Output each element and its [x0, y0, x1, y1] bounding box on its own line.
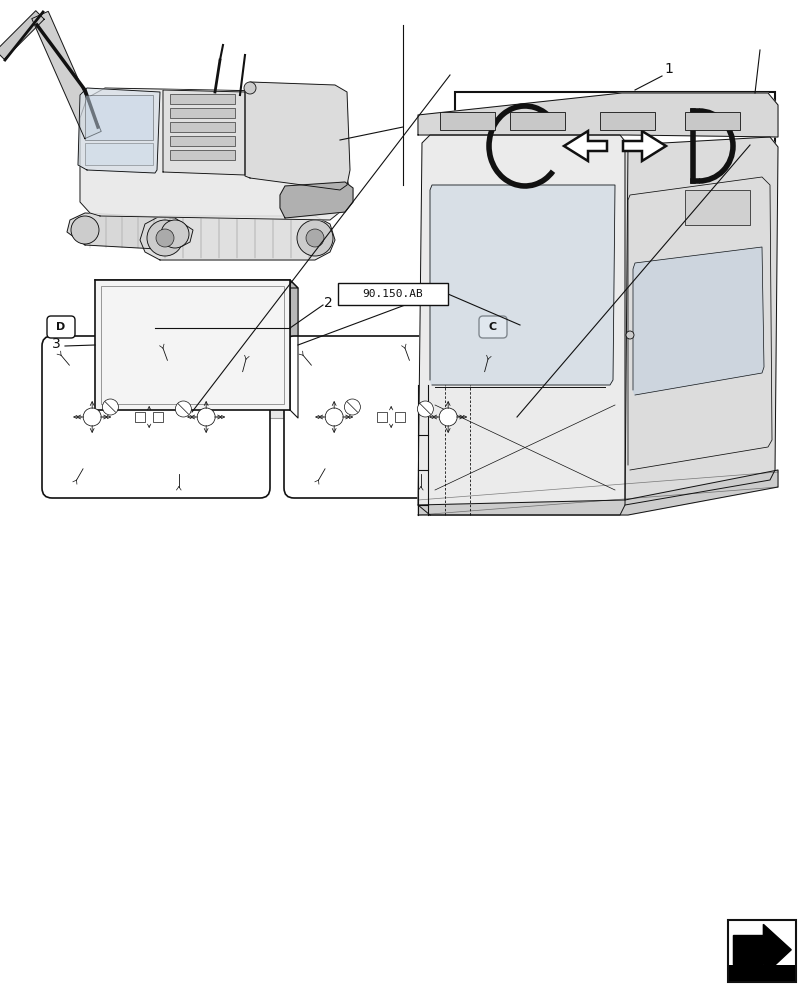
Text: D: D: [56, 322, 66, 332]
Polygon shape: [95, 280, 298, 288]
Polygon shape: [624, 137, 777, 505]
Polygon shape: [163, 90, 245, 175]
Polygon shape: [67, 213, 193, 250]
FancyBboxPatch shape: [42, 336, 270, 498]
Bar: [169, 108, 234, 118]
Bar: [101, 286, 284, 404]
Bar: [440, 112, 495, 130]
Circle shape: [417, 401, 433, 417]
Circle shape: [625, 331, 633, 339]
Bar: [169, 150, 234, 160]
Polygon shape: [0, 11, 44, 59]
Polygon shape: [32, 11, 101, 139]
Bar: [684, 112, 739, 130]
Text: 1: 1: [663, 62, 672, 76]
Circle shape: [439, 408, 457, 426]
Bar: [95, 280, 290, 410]
Bar: [153, 412, 163, 422]
Circle shape: [324, 408, 343, 426]
Bar: [728, 965, 794, 981]
Polygon shape: [78, 88, 160, 173]
Circle shape: [297, 220, 333, 256]
Polygon shape: [290, 280, 298, 418]
Circle shape: [344, 399, 360, 415]
Circle shape: [175, 401, 191, 417]
Circle shape: [197, 408, 215, 426]
Bar: [169, 94, 234, 104]
Bar: [454, 92, 774, 200]
Text: 3: 3: [52, 337, 61, 351]
Polygon shape: [245, 82, 350, 190]
Polygon shape: [139, 216, 335, 260]
Bar: [395, 412, 405, 422]
Bar: [684, 190, 749, 225]
Circle shape: [71, 216, 99, 244]
Polygon shape: [280, 182, 353, 218]
Circle shape: [83, 408, 101, 426]
Polygon shape: [418, 470, 777, 515]
Circle shape: [156, 229, 174, 247]
FancyBboxPatch shape: [47, 316, 75, 338]
Circle shape: [102, 399, 118, 415]
Text: 90.150.AB: 90.150.AB: [363, 289, 423, 299]
Bar: [727, 920, 795, 982]
Circle shape: [243, 82, 255, 94]
Bar: [376, 412, 387, 422]
FancyArrow shape: [564, 131, 607, 161]
Bar: [169, 122, 234, 132]
Text: 2: 2: [324, 296, 333, 310]
Polygon shape: [418, 135, 627, 515]
Text: C: C: [488, 322, 496, 332]
Bar: [337, 283, 448, 305]
Circle shape: [306, 229, 324, 247]
Bar: [85, 143, 152, 165]
Bar: [103, 288, 298, 418]
Bar: [85, 95, 152, 140]
Polygon shape: [633, 247, 763, 395]
Bar: [135, 412, 145, 422]
FancyBboxPatch shape: [478, 316, 506, 338]
Polygon shape: [80, 88, 350, 220]
Polygon shape: [430, 185, 614, 385]
Polygon shape: [732, 924, 790, 976]
Circle shape: [147, 220, 182, 256]
FancyBboxPatch shape: [284, 336, 512, 498]
FancyArrow shape: [622, 131, 665, 161]
Circle shape: [161, 220, 189, 248]
Bar: [599, 112, 654, 130]
Bar: [169, 136, 234, 146]
Polygon shape: [418, 93, 777, 137]
Bar: [509, 112, 564, 130]
